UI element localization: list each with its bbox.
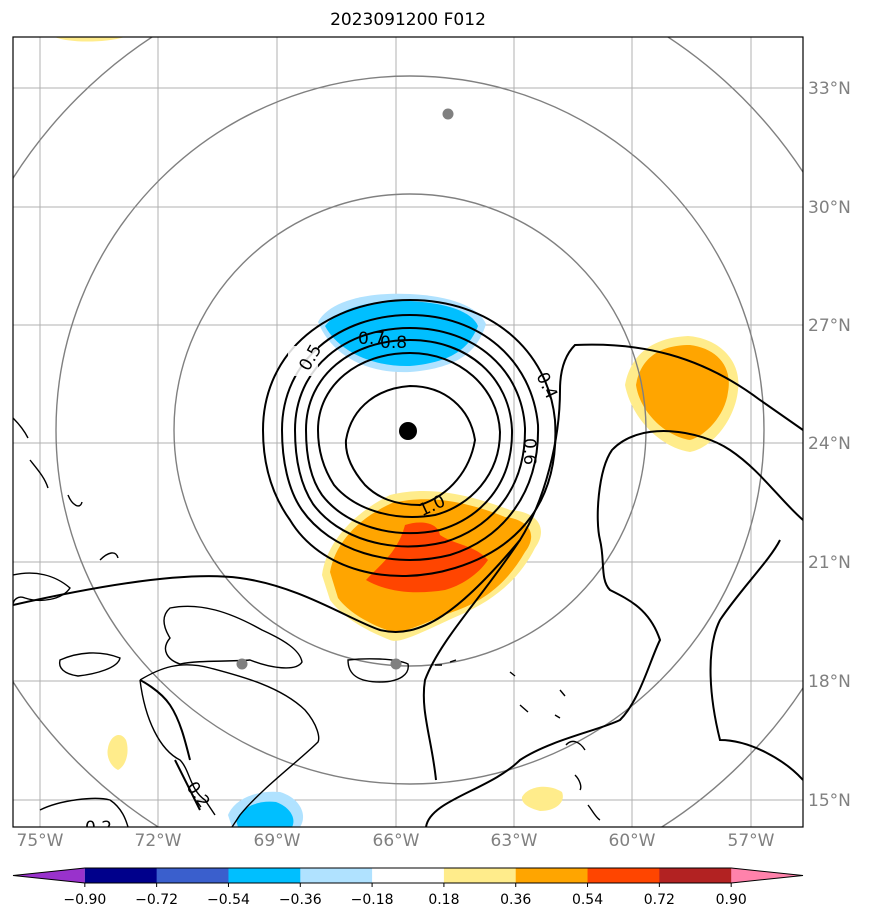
caribbean-inner-coast — [139, 679, 216, 816]
lon-label-66: 66°W — [373, 831, 420, 851]
lat-label-33: 33°N — [808, 79, 851, 99]
colorbar: −0.90 −0.72 −0.54 −0.36 −0.18 0.18 0.36 0.54 0.7… — [12, 867, 804, 908]
lon-label-60: 60°W — [609, 831, 656, 851]
positive-anomaly-east — [636, 345, 729, 440]
graticule — [13, 37, 803, 827]
colorbar-tick-label: −0.54 — [207, 892, 250, 908]
colorbar-tick-label: −0.36 — [279, 892, 322, 908]
colorbar-segment — [156, 868, 229, 883]
south-america-coast — [139, 664, 320, 827]
contour-1-0 — [344, 384, 477, 507]
lon-label-63: 63°W — [491, 831, 538, 851]
grey-marker-hispaniola — [236, 658, 248, 670]
positive-anomaly-small-se — [521, 786, 563, 811]
contour-label-5: 0.6 — [519, 438, 539, 465]
colorbar-segment — [587, 868, 660, 883]
negative-anomaly-south-core — [236, 801, 294, 827]
range-rings — [13, 37, 803, 827]
lon-label-69: 69°W — [254, 831, 301, 851]
colorbar-segment — [300, 868, 373, 883]
colorbar-tick-label: −0.18 — [351, 892, 394, 908]
contour-label-8: 0.2 — [85, 818, 112, 838]
colorbar-segment — [731, 868, 803, 883]
contour-label-3: 0.8 — [380, 333, 407, 353]
colorbar-segment — [515, 868, 589, 883]
lat-label-27: 27°N — [808, 316, 851, 336]
colorbar-segment — [228, 868, 301, 883]
storm-center-marker — [399, 422, 417, 440]
grey-marker-north — [442, 108, 454, 120]
cuba-coast — [13, 572, 71, 606]
small-keys — [435, 659, 529, 713]
grey-marker-puerto-rico — [390, 658, 402, 670]
contour-outer — [13, 343, 803, 827]
lon-label-57: 57°W — [728, 831, 775, 851]
plot-frame — [12, 36, 804, 828]
lon-label-75: 75°W — [17, 831, 64, 851]
shaded-fields — [55, 37, 739, 827]
venezuela-coast — [39, 797, 129, 827]
puerto-rico-coast — [347, 658, 409, 683]
colorbar-tick-label: 0.54 — [572, 892, 603, 908]
longitude-labels: 75°W 72°W 69°W 66°W 63°W 60°W 57°W — [17, 831, 775, 851]
lesser-antilles — [554, 689, 601, 821]
positive-anomaly-top — [55, 37, 125, 42]
colorbar-tick-label: 0.36 — [500, 892, 531, 908]
bahamas-islands — [13, 417, 119, 561]
lat-label-30: 30°N — [808, 198, 851, 218]
colorbar-segment — [659, 868, 732, 883]
colorbar-tick-label: −0.72 — [135, 892, 178, 908]
markers — [236, 108, 454, 670]
lat-label-18: 18°N — [808, 672, 851, 692]
lat-label-24: 24°N — [808, 434, 851, 454]
positive-anomaly-small-w — [107, 734, 128, 770]
colorbar-segment — [84, 868, 158, 883]
lon-label-72: 72°W — [135, 831, 182, 851]
coastlines — [13, 417, 601, 827]
contour-rings — [261, 298, 557, 578]
jamaica-coast — [58, 652, 121, 677]
colorbar-tick-label: −0.90 — [63, 892, 106, 908]
positive-anomaly-south-strong — [366, 522, 488, 593]
hispaniola-coast — [163, 605, 303, 669]
colorbar-segment — [372, 868, 445, 883]
colorbar-tick-label: 0.18 — [428, 892, 459, 908]
map-title: 2023091200 F012 — [330, 10, 486, 30]
colorbar-tick-label: 0.72 — [644, 892, 675, 908]
contour-label-2: 0.7 — [358, 329, 385, 349]
latitude-labels: 33°N 30°N 27°N 24°N 21°N 18°N 15°N — [808, 79, 851, 811]
colorbar-segment — [443, 868, 517, 883]
lat-label-21: 21°N — [808, 553, 851, 573]
lat-label-15: 15°N — [808, 791, 851, 811]
colorbar-tick-label: 0.90 — [716, 892, 747, 908]
colorbar-segment — [13, 868, 85, 883]
